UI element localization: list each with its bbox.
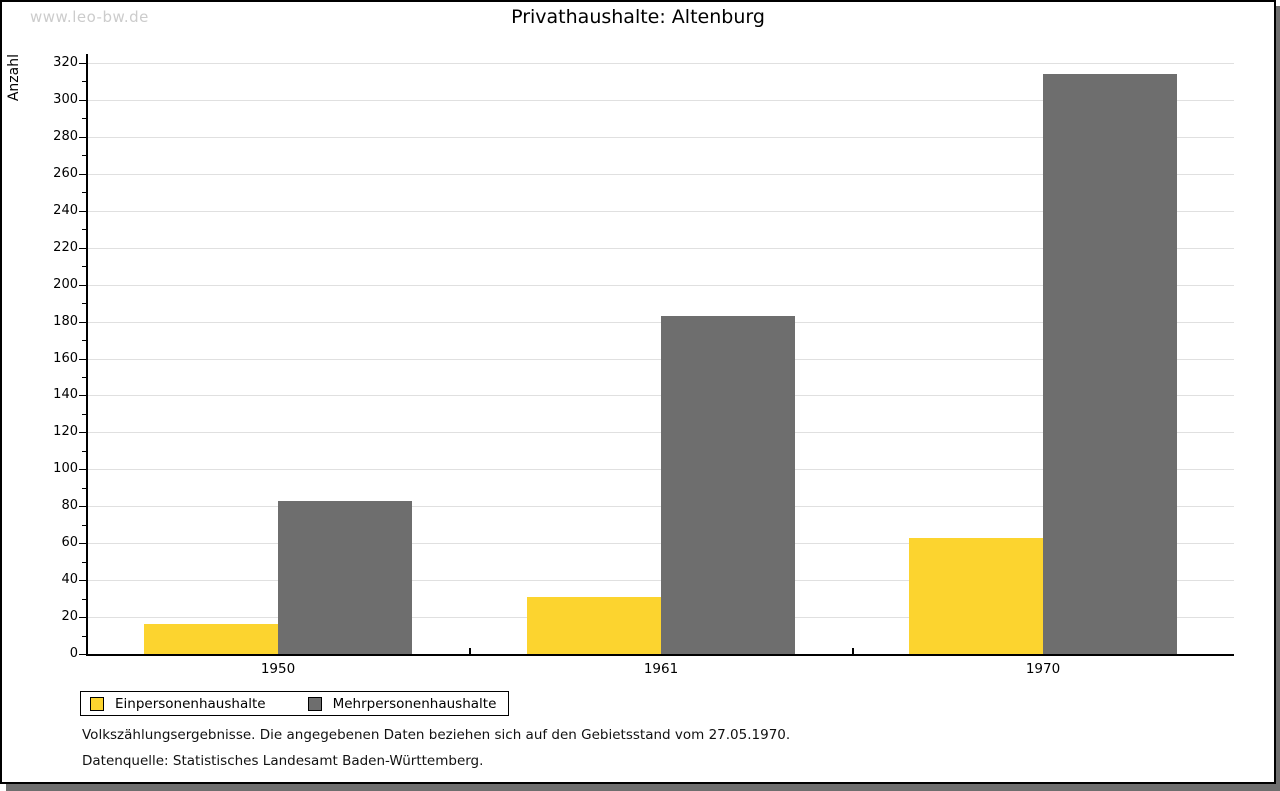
watermark-text: www.leo-bw.de <box>30 8 149 26</box>
y-axis-tick-80 <box>79 506 87 507</box>
chart-title: Privathaushalte: Altenburg <box>511 6 765 28</box>
bar-einpersonenhaushalte-1961 <box>527 597 661 654</box>
legend-label: Mehrpersonenhaushalte <box>332 695 497 712</box>
y-axis-tick-label: 160 <box>53 351 78 366</box>
bar-mehrpersonenhaushalte-1950 <box>278 501 412 654</box>
x-axis-line <box>86 654 1234 656</box>
y-axis-tick-310 <box>82 81 87 82</box>
y-axis-tick-180 <box>79 322 87 323</box>
gridline-y-220 <box>88 248 1234 249</box>
bar-mehrpersonenhaushalte-1961 <box>661 316 795 654</box>
legend-swatch-gray <box>307 696 322 711</box>
gridline-y-280 <box>88 137 1234 138</box>
y-axis-tick-label: 40 <box>61 572 78 587</box>
y-axis-tick-label: 140 <box>53 387 78 402</box>
y-axis-tick-60 <box>79 543 87 544</box>
y-axis-tick-300 <box>79 100 87 101</box>
y-axis-tick-270 <box>82 155 87 156</box>
y-axis-tick-240 <box>79 211 87 212</box>
y-axis-tick-20 <box>79 617 87 618</box>
footnote-data-source: Datenquelle: Statistisches Landesamt Bad… <box>82 753 484 769</box>
y-axis-tick-50 <box>82 562 87 563</box>
y-axis-tick-260 <box>79 174 87 175</box>
y-axis-tick-label: 240 <box>53 203 78 218</box>
y-axis-tick-200 <box>79 285 87 286</box>
y-axis-tick-100 <box>79 469 87 470</box>
y-axis-tick-320 <box>79 63 87 64</box>
bar-einpersonenhaushalte-1970 <box>909 538 1043 654</box>
y-axis-tick-160 <box>79 359 87 360</box>
legend-swatch-yellow <box>90 696 104 711</box>
footnote-source-note: Volkszählungsergebnisse. Die angegebenen… <box>82 727 791 743</box>
x-axis-tick-label-1970: 1970 <box>1025 661 1061 677</box>
card-drop-shadow-bottom <box>6 784 1280 791</box>
y-axis-tick-label: 120 <box>53 424 78 439</box>
y-axis-tick-40 <box>79 580 87 581</box>
x-axis-tick-label-1950: 1950 <box>260 661 296 677</box>
y-axis-tick-190 <box>82 303 87 304</box>
card-drop-shadow-right <box>1276 6 1280 791</box>
y-axis-tick-label: 220 <box>53 240 78 255</box>
y-axis-tick-label: 260 <box>53 166 78 181</box>
y-axis-tick-120 <box>79 432 87 433</box>
y-axis-tick-label: 0 <box>69 646 78 661</box>
bar-einpersonenhaushalte-1950 <box>144 624 278 654</box>
gridline-y-200 <box>88 285 1234 286</box>
y-axis-tick-140 <box>79 395 87 396</box>
y-axis-tick-280 <box>79 137 87 138</box>
y-axis-tick-150 <box>82 377 87 378</box>
y-axis-tick-label: 180 <box>53 314 78 329</box>
legend-item-mehrpersonenhaushalte: Mehrpersonenhaushalte <box>307 695 497 712</box>
y-axis-tick-label: 100 <box>53 461 78 476</box>
y-axis-tick-label: 200 <box>53 277 78 292</box>
y-axis-tick-170 <box>82 340 87 341</box>
x-axis-boundary-tick <box>469 648 471 654</box>
y-axis-tick-110 <box>82 451 87 452</box>
y-axis-tick-230 <box>82 229 87 230</box>
legend-item-einpersonenhaushalte: Einpersonenhaushalte <box>90 696 266 712</box>
y-axis-tick-label: 20 <box>61 609 78 624</box>
y-axis-tick-70 <box>82 525 87 526</box>
gridline-y-320 <box>88 63 1234 64</box>
y-axis-tick-label: 300 <box>53 92 78 107</box>
y-axis-tick-label: 80 <box>61 498 78 513</box>
y-axis-tick-250 <box>82 192 87 193</box>
legend-label: Einpersonenhaushalte <box>115 695 266 712</box>
y-axis-tick-210 <box>82 266 87 267</box>
y-axis-line <box>86 54 88 656</box>
gridline-y-260 <box>88 174 1234 175</box>
legend: Einpersonenhaushalte Mehrpersonenhaushal… <box>80 691 510 716</box>
y-axis-title: Anzahl <box>6 54 22 102</box>
y-axis-tick-10 <box>82 636 87 637</box>
gridline-y-300 <box>88 100 1234 101</box>
gridline-y-240 <box>88 211 1234 212</box>
x-axis-tick-label-1961: 1961 <box>643 661 679 677</box>
bar-mehrpersonenhaushalte-1970 <box>1043 74 1177 654</box>
y-axis-tick-label: 320 <box>53 55 78 70</box>
y-axis-tick-30 <box>82 599 87 600</box>
y-axis-tick-label: 60 <box>61 535 78 550</box>
y-axis-tick-0 <box>79 654 87 655</box>
y-axis-tick-90 <box>82 488 87 489</box>
y-axis-tick-220 <box>79 248 87 249</box>
y-axis-tick-label: 280 <box>53 129 78 144</box>
y-axis-tick-130 <box>82 414 87 415</box>
y-axis-tick-290 <box>82 118 87 119</box>
x-axis-boundary-tick <box>852 648 854 654</box>
